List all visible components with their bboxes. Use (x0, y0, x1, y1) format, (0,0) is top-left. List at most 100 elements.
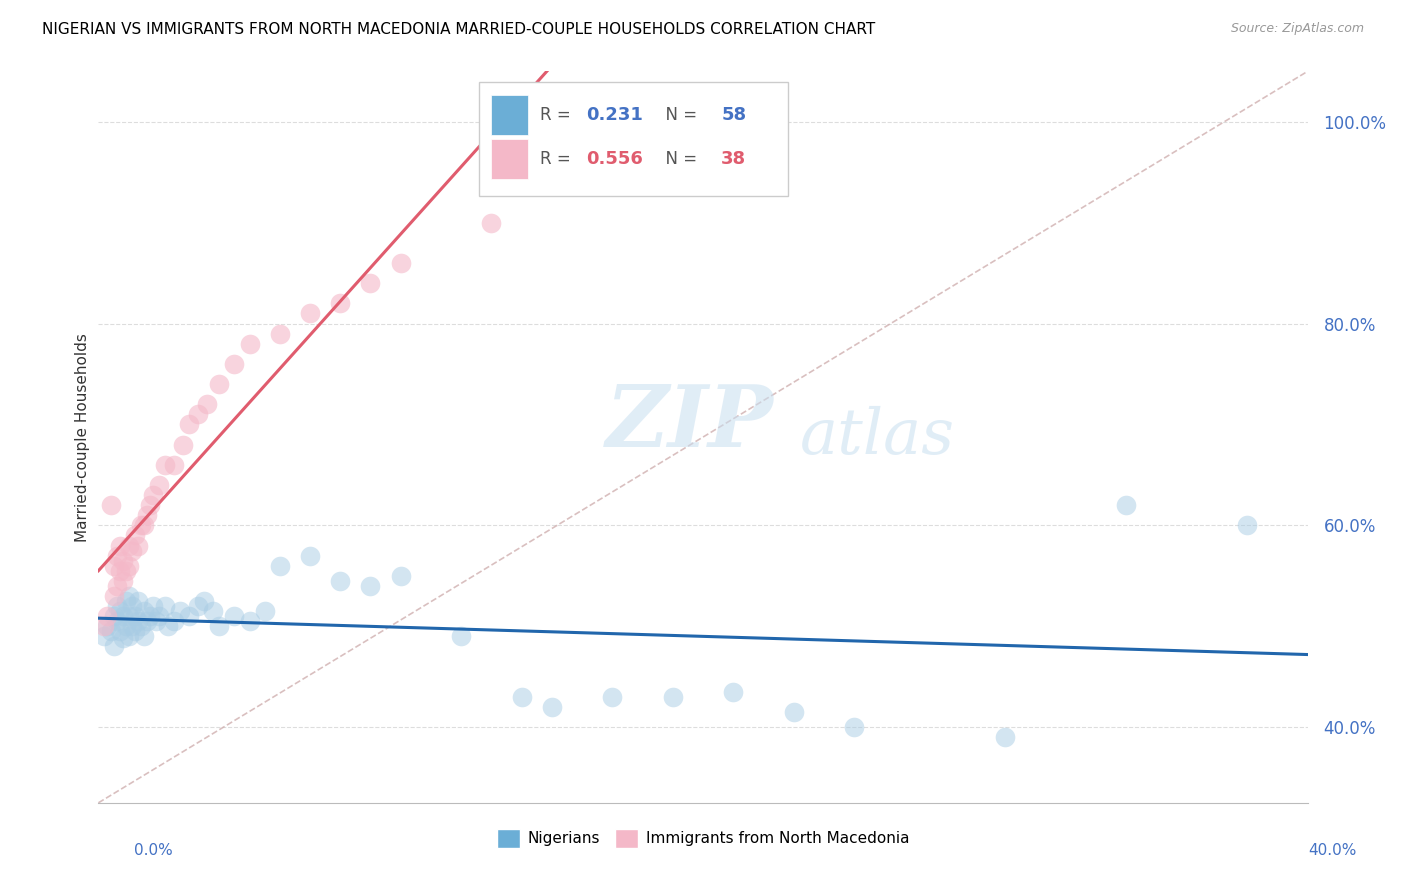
Point (187, 408, 209, 422)
Point (111, 609, 134, 624)
Point (135, 614, 157, 628)
Point (114, 619, 136, 633)
Point (1115, 498, 1137, 512)
Point (329, 296, 352, 310)
Point (100, 624, 122, 639)
Point (179, 609, 201, 624)
Point (148, 609, 170, 624)
Text: 0.556: 0.556 (586, 150, 643, 168)
Point (389, 569, 412, 583)
Point (172, 437, 194, 451)
Point (163, 614, 186, 628)
FancyBboxPatch shape (479, 82, 787, 195)
Point (124, 624, 146, 639)
Point (844, 720, 866, 734)
Point (153, 458, 176, 472)
Point (202, 604, 225, 618)
Point (269, 558, 291, 573)
Point (602, 690, 624, 704)
Point (118, 589, 141, 603)
Text: ZIP: ZIP (606, 381, 775, 464)
Point (169, 604, 191, 618)
Point (193, 594, 215, 608)
Point (121, 599, 143, 613)
Point (299, 306, 322, 320)
Point (163, 458, 186, 472)
Point (481, 216, 503, 230)
Text: N =: N = (655, 150, 702, 168)
Point (156, 619, 179, 633)
Text: atlas: atlas (800, 406, 955, 468)
Point (195, 397, 218, 411)
Point (142, 599, 165, 613)
Text: NIGERIAN VS IMMIGRANTS FROM NORTH MACEDONIA MARRIED-COUPLE HOUSEHOLDS CORRELATIO: NIGERIAN VS IMMIGRANTS FROM NORTH MACEDO… (42, 22, 876, 37)
Point (239, 336, 262, 351)
Text: 58: 58 (721, 106, 747, 124)
Point (153, 599, 176, 613)
Legend: Nigerians, Immigrants from North Macedonia: Nigerians, Immigrants from North Macedon… (491, 822, 915, 854)
Point (127, 539, 149, 553)
Point (127, 614, 149, 628)
Point (360, 277, 382, 291)
Point (96, 619, 118, 633)
Point (450, 629, 472, 643)
Point (148, 478, 170, 492)
Point (111, 632, 134, 646)
Point (105, 599, 128, 613)
Point (540, 700, 562, 714)
Text: 40.0%: 40.0% (1309, 843, 1357, 858)
Point (360, 579, 382, 593)
Text: Source: ZipAtlas.com: Source: ZipAtlas.com (1230, 22, 1364, 36)
Text: 0.231: 0.231 (586, 106, 643, 124)
Point (239, 614, 262, 628)
Point (132, 518, 155, 533)
Bar (492, 139, 527, 179)
Point (187, 599, 209, 613)
Point (145, 614, 167, 628)
Point (510, 690, 533, 704)
Point (179, 417, 201, 432)
Point (208, 619, 231, 633)
Text: 38: 38 (721, 150, 747, 168)
Point (103, 589, 125, 603)
Point (118, 629, 141, 643)
Point (129, 619, 152, 633)
Point (723, 685, 745, 699)
Text: N =: N = (655, 106, 702, 124)
Point (103, 609, 125, 624)
Point (114, 564, 136, 578)
Y-axis label: Married-couple Households: Married-couple Households (75, 333, 90, 541)
Text: 0.0%: 0.0% (134, 843, 173, 858)
Point (105, 549, 128, 563)
Point (208, 377, 231, 392)
Point (224, 357, 246, 371)
Point (299, 549, 322, 563)
Point (111, 554, 134, 568)
Point (96, 609, 118, 624)
Point (108, 564, 131, 578)
Point (224, 609, 246, 624)
Point (132, 604, 155, 618)
Bar (492, 95, 527, 136)
Text: R =: R = (540, 106, 576, 124)
Point (661, 690, 683, 704)
Point (329, 574, 352, 588)
Point (103, 640, 125, 654)
Point (994, 730, 1017, 744)
Point (111, 574, 134, 588)
Point (1236, 518, 1258, 533)
Point (124, 609, 146, 624)
Point (108, 604, 131, 618)
Point (118, 558, 141, 573)
Point (103, 558, 125, 573)
Point (121, 619, 143, 633)
Point (253, 604, 276, 618)
Point (93, 629, 115, 643)
Point (269, 326, 291, 341)
Point (93, 619, 115, 633)
Point (142, 488, 165, 502)
Point (100, 498, 122, 512)
Point (129, 518, 152, 533)
Point (132, 629, 155, 643)
Point (105, 579, 128, 593)
